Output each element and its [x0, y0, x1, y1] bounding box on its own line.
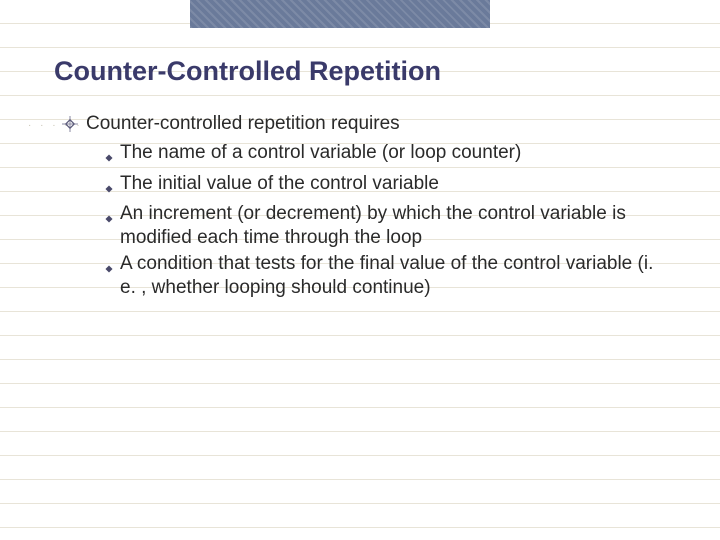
bullet-text: Counter-controlled repetition requires [86, 112, 670, 136]
diamond-crosshair-icon [62, 115, 78, 139]
header-accent-bar [190, 0, 490, 28]
bullet-level2: The initial value of the control variabl… [104, 172, 670, 201]
bullet-text: An increment (or decrement) by which the… [120, 202, 670, 251]
slide-title: Counter-Controlled Repetition [54, 56, 441, 87]
bullet-text: The name of a control variable (or loop … [120, 141, 670, 165]
slide-body: Counter-controlled repetition requires T… [62, 112, 670, 301]
diamond-solid-icon [104, 207, 114, 231]
diamond-solid-icon [104, 257, 114, 281]
bullet-level1: Counter-controlled repetition requires [62, 112, 670, 139]
diamond-solid-icon [104, 177, 114, 201]
diamond-solid-icon [104, 146, 114, 170]
sub-bullet-list: The name of a control variable (or loop … [104, 141, 670, 300]
bullet-level2: The name of a control variable (or loop … [104, 141, 670, 170]
bullet-text: A condition that tests for the final val… [120, 252, 670, 301]
bullet-level2: A condition that tests for the final val… [104, 252, 670, 301]
bullet-level2: An increment (or decrement) by which the… [104, 202, 670, 251]
bullet-text: The initial value of the control variabl… [120, 172, 670, 196]
